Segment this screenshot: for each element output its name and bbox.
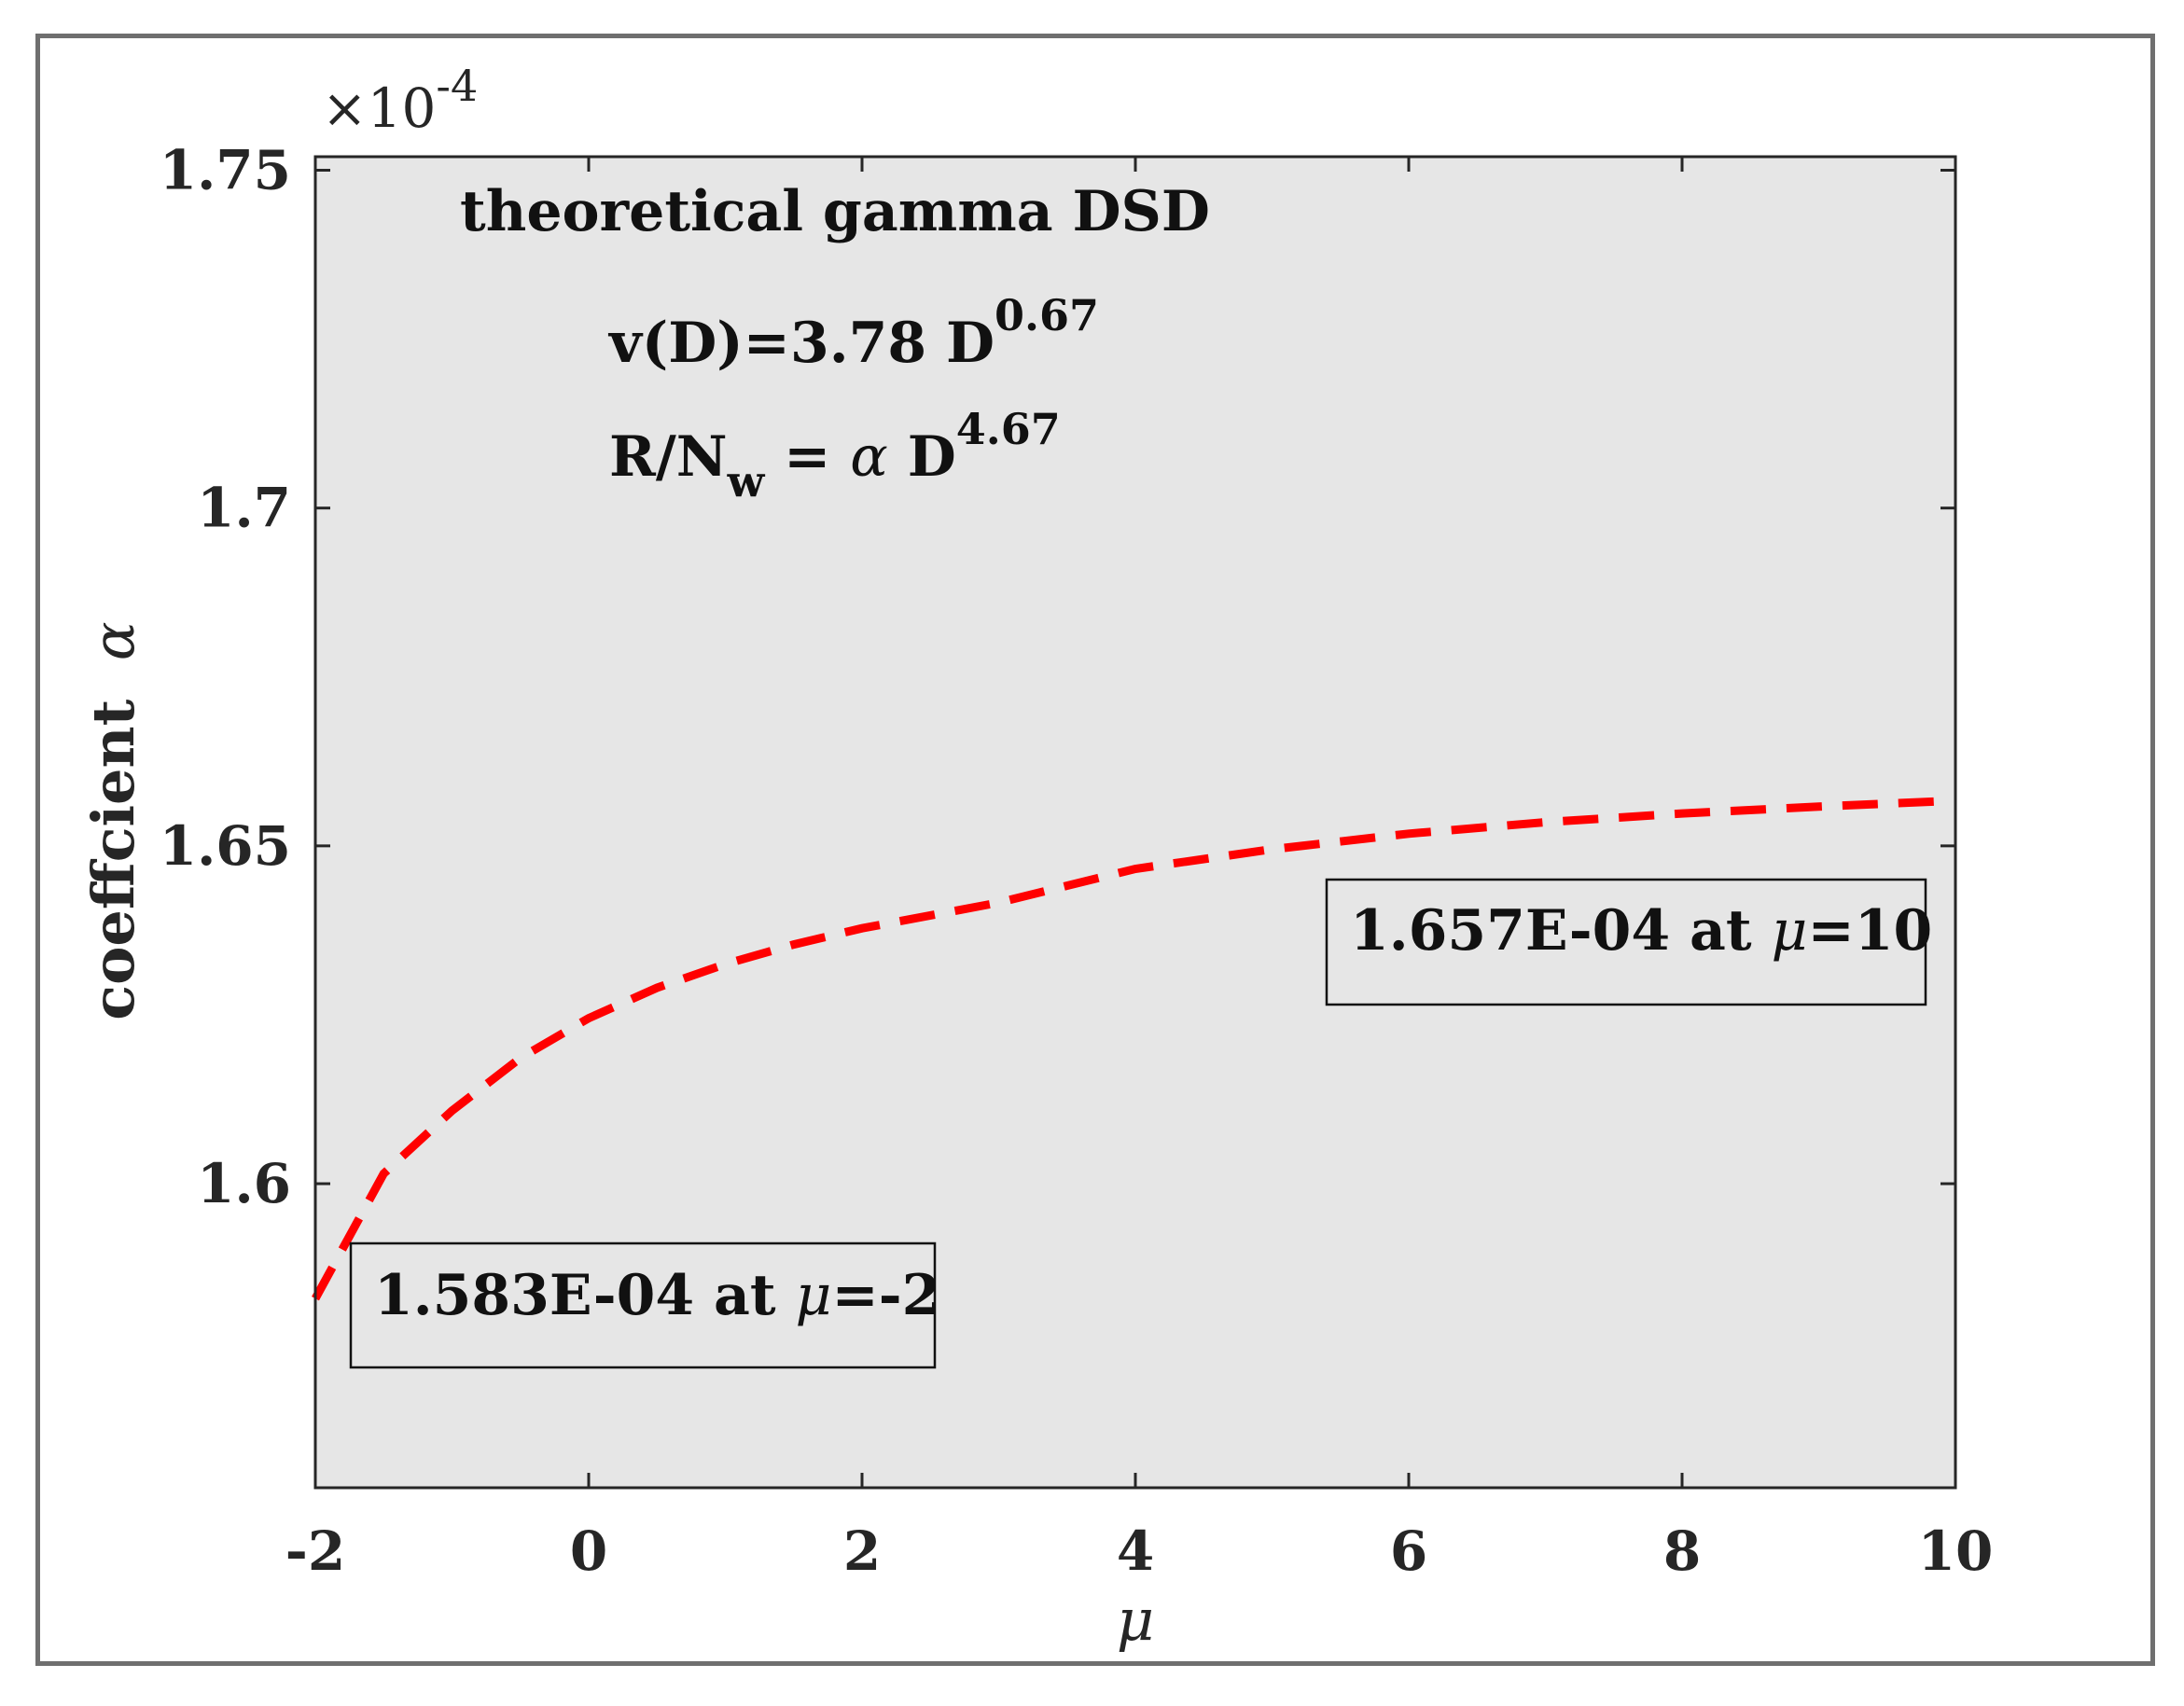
x-tick-label: 8 (1663, 1519, 1701, 1583)
callout-mu-minus-2-text: 1.583E-04 at μ=-2 (374, 1263, 940, 1328)
callout-mu-minus-2: 1.583E-04 at μ=-2 (349, 1241, 940, 1369)
callout-mu-10-symbol: μ (1772, 898, 1808, 964)
x-tick-label: 6 (1390, 1519, 1427, 1583)
y-axis-ticks: 1.6 1.65 1.7 1.75 (160, 138, 1955, 1215)
callout-mu-minus-2-box (349, 1241, 937, 1369)
y-tick-label: 1.75 (160, 138, 291, 201)
rain-law-subscript: w (727, 456, 766, 506)
callout-mu-minus-2-tail: =-2 (832, 1263, 941, 1328)
y-scale-exponent: -4 (436, 61, 478, 111)
callout-mu-10-text: 1.657E-04 at μ=10 (1350, 898, 1932, 964)
callout-mu-minus-2-symbol: μ (796, 1263, 832, 1328)
x-tick-label: 10 (1918, 1519, 1994, 1583)
annotation-rain-rate-law: R/Nw = α D4.67 (609, 404, 1061, 506)
velocity-law-exponent: 0.67 (995, 290, 1099, 340)
y-tick-label: 1.65 (160, 814, 291, 878)
y-axis-title: coeffcient α (79, 621, 147, 1019)
x-tick-label: -2 (285, 1519, 345, 1583)
rain-law-d: D (888, 424, 956, 490)
y-scale-base: ×10 (322, 76, 436, 140)
rain-law-exponent: 4.67 (956, 404, 1061, 454)
callout-mu-10: 1.657E-04 at μ=10 (1325, 878, 1932, 1006)
x-tick-label: 4 (1117, 1519, 1154, 1583)
rain-law-alpha: α (850, 424, 888, 490)
x-axis-ticks: -2 0 2 4 6 8 10 (285, 157, 1994, 1583)
callout-mu-10-box (1325, 878, 1927, 1006)
annotation-title: theoretical gamma DSD (460, 179, 1210, 244)
x-tick-label: 2 (843, 1519, 881, 1583)
rain-law-equals: = (764, 424, 850, 490)
x-axis-title: μ (1117, 1586, 1154, 1654)
y-axis-title-symbol: α (79, 621, 147, 660)
series-line-alpha (312, 796, 1956, 1301)
velocity-law-text: v(D)=3.78 D (607, 311, 995, 376)
y-scale-factor: ×10-4 (322, 61, 478, 140)
y-axis-title-text: coeffcient (79, 699, 147, 1019)
callout-mu-10-tail: =10 (1808, 898, 1933, 964)
callout-mu-minus-2-value: 1.583E-04 at (374, 1263, 796, 1328)
callout-mu-10-value: 1.657E-04 at (1350, 898, 1772, 964)
annotation-velocity-law: v(D)=3.78 D0.67 (607, 290, 1099, 376)
y-tick-label: 1.6 (197, 1152, 291, 1215)
rain-law-prefix: R/N (609, 424, 728, 490)
x-tick-label: 0 (570, 1519, 607, 1583)
y-tick-label: 1.7 (197, 477, 291, 540)
